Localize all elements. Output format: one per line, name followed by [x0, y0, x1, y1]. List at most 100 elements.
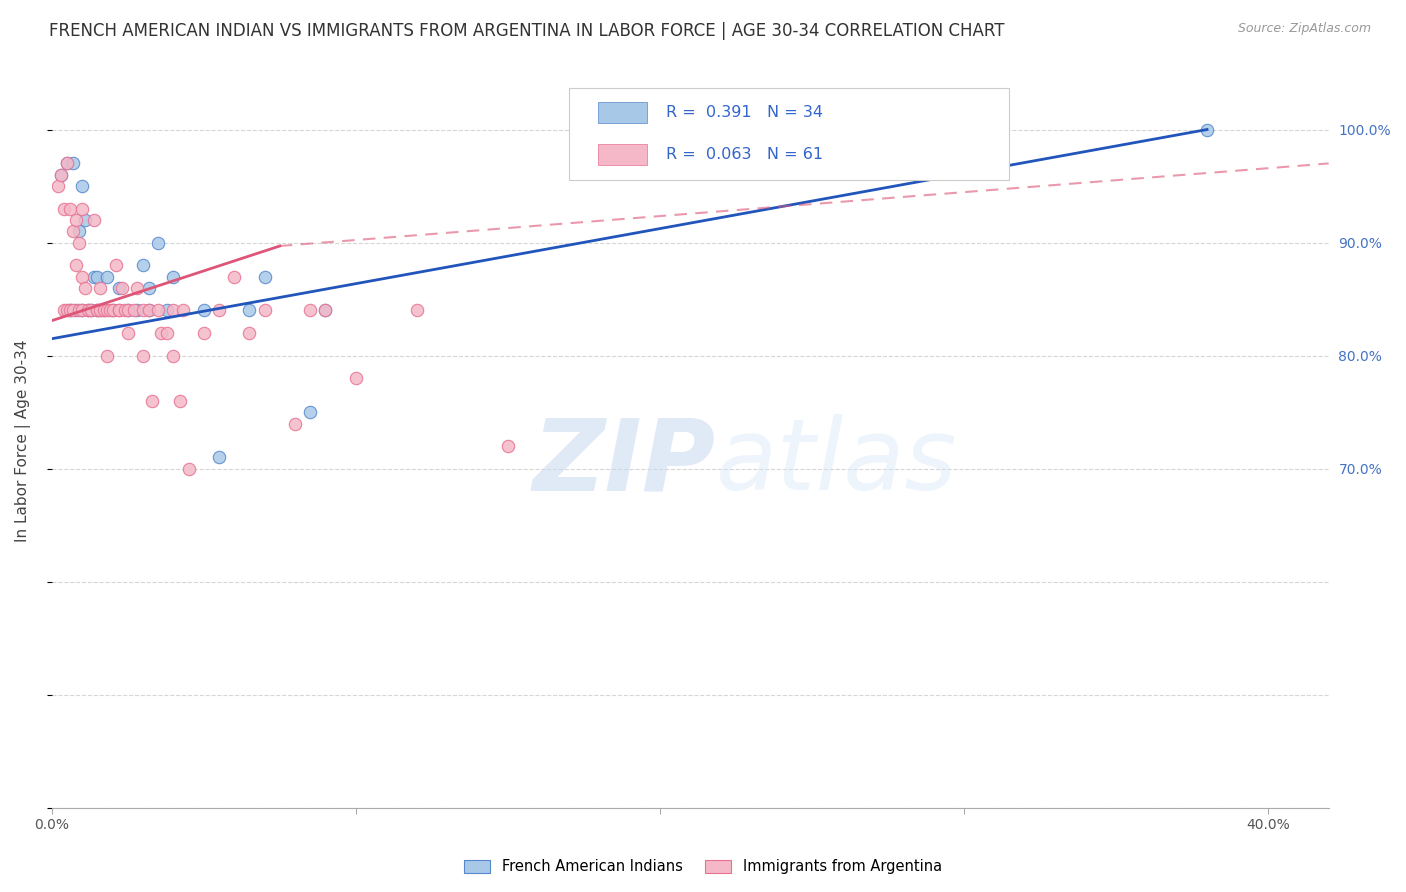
Point [132, 258, 155, 272]
Point [96, 269, 118, 284]
Point [56, 303, 79, 318]
Point [238, 303, 260, 318]
Point [70, 269, 93, 284]
Point [150, 326, 173, 340]
Point [93, 303, 115, 318]
Point [75, 281, 97, 295]
Point [253, 303, 276, 318]
Point [89, 303, 111, 318]
Point [75, 213, 97, 227]
Point [117, 326, 139, 340]
Point [253, 269, 276, 284]
Point [107, 281, 129, 295]
Point [96, 303, 118, 318]
Point [98, 303, 121, 318]
Point [111, 281, 134, 295]
Point [156, 326, 179, 340]
Point [148, 303, 170, 318]
Point [56, 156, 79, 170]
Point [132, 349, 155, 363]
Text: R =  0.391   N = 34: R = 0.391 N = 34 [666, 105, 823, 120]
Text: Source: ZipAtlas.com: Source: ZipAtlas.com [1237, 22, 1371, 36]
Point [122, 303, 145, 318]
Point [86, 269, 108, 284]
Point [89, 303, 111, 318]
Point [83, 213, 105, 227]
Point [101, 303, 124, 318]
Point [49, 168, 72, 182]
Text: ZIP: ZIP [533, 414, 716, 511]
Point [117, 303, 139, 318]
Point [208, 450, 231, 465]
Point [117, 303, 139, 318]
Point [284, 417, 307, 431]
Point [65, 213, 87, 227]
Point [172, 303, 194, 318]
Point [169, 393, 191, 408]
Legend: French American Indians, Immigrants from Argentina: French American Indians, Immigrants from… [458, 854, 948, 880]
Point [138, 281, 160, 295]
Point [77, 303, 100, 318]
Point [65, 258, 87, 272]
Point [148, 235, 170, 250]
Point [67, 303, 90, 318]
Point [70, 202, 93, 216]
Point [314, 303, 336, 318]
Point [114, 303, 136, 318]
Point [1195, 122, 1218, 136]
Point [86, 303, 108, 318]
Point [62, 224, 84, 238]
Point [80, 303, 103, 318]
Point [125, 303, 148, 318]
Point [104, 258, 127, 272]
Point [93, 303, 115, 318]
Point [59, 202, 82, 216]
Point [70, 179, 93, 194]
Text: atlas: atlas [716, 414, 957, 511]
Point [193, 326, 215, 340]
Point [162, 269, 184, 284]
Y-axis label: In Labor Force | Age 30-34: In Labor Force | Age 30-34 [15, 339, 31, 541]
Point [101, 303, 124, 318]
Point [53, 303, 76, 318]
Point [86, 303, 108, 318]
Point [83, 269, 105, 284]
Bar [599, 145, 647, 165]
Point [141, 393, 163, 408]
Point [132, 303, 155, 318]
Point [208, 303, 231, 318]
Text: FRENCH AMERICAN INDIAN VS IMMIGRANTS FROM ARGENTINA IN LABOR FORCE | AGE 30-34 C: FRENCH AMERICAN INDIAN VS IMMIGRANTS FRO… [49, 22, 1005, 40]
Point [67, 235, 90, 250]
Point [299, 303, 322, 318]
Point [405, 303, 427, 318]
Point [138, 303, 160, 318]
Point [224, 269, 246, 284]
Point [65, 303, 87, 318]
Point [77, 303, 100, 318]
Text: R =  0.063   N = 61: R = 0.063 N = 61 [666, 147, 823, 162]
Point [96, 349, 118, 363]
Point [162, 303, 184, 318]
Point [314, 303, 336, 318]
Point [125, 281, 148, 295]
Bar [599, 102, 647, 123]
Point [107, 303, 129, 318]
Point [59, 303, 82, 318]
Point [80, 303, 103, 318]
Point [89, 281, 111, 295]
Point [156, 303, 179, 318]
Point [193, 303, 215, 318]
Point [67, 224, 90, 238]
FancyBboxPatch shape [569, 87, 1010, 179]
Point [107, 303, 129, 318]
Point [62, 303, 84, 318]
Point [46, 179, 69, 194]
Point [49, 168, 72, 182]
Point [59, 303, 82, 318]
Point [56, 156, 79, 170]
Point [162, 349, 184, 363]
Point [70, 303, 93, 318]
Point [70, 303, 93, 318]
Point [238, 326, 260, 340]
Point [299, 405, 322, 419]
